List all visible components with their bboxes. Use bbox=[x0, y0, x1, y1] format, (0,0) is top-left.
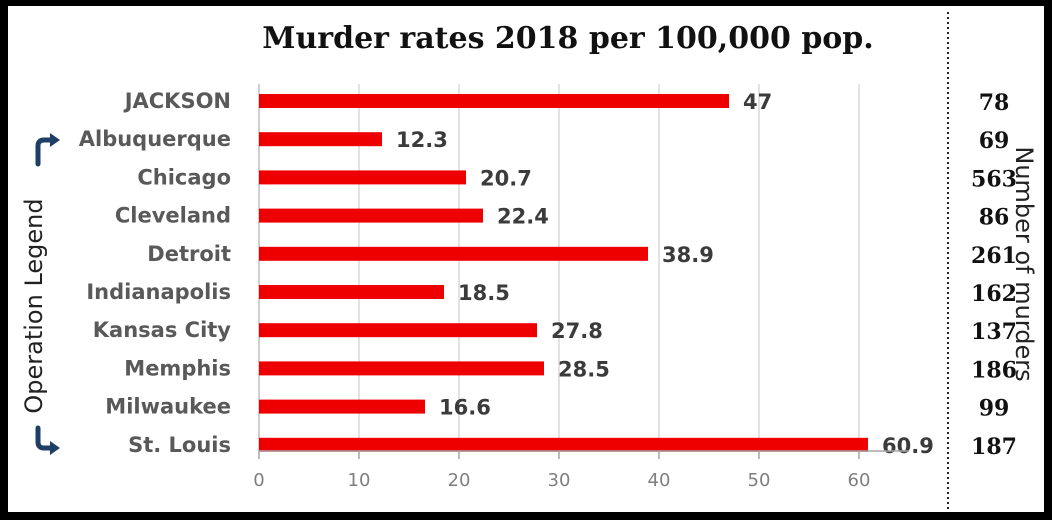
bar bbox=[259, 437, 868, 452]
arrow-up-right-icon bbox=[35, 133, 60, 167]
chart-title: Murder rates 2018 per 100,000 pop. bbox=[262, 21, 873, 56]
murder-count: 78 bbox=[979, 90, 1010, 116]
data-label: 16.6 bbox=[439, 396, 491, 420]
bar bbox=[259, 246, 648, 261]
category-label: Cleveland bbox=[115, 204, 231, 228]
category-label: Kansas City bbox=[93, 318, 232, 342]
data-label: 20.7 bbox=[480, 166, 532, 190]
x-tick-label: 20 bbox=[448, 470, 471, 491]
x-tick-label: 10 bbox=[348, 470, 371, 491]
x-tick-label: 40 bbox=[648, 470, 671, 491]
number-of-murders-label: Number of murders bbox=[1010, 146, 1038, 381]
data-label: 18.5 bbox=[458, 281, 510, 305]
data-label: 12.3 bbox=[396, 128, 448, 152]
murder-count: 137 bbox=[971, 319, 1017, 345]
category-label: Indianapolis bbox=[86, 280, 231, 304]
chart-panel: Murder rates 2018 per 100,000 pop. JACKS… bbox=[8, 6, 1044, 512]
category-labels: JACKSON Albuquerque Chicago Cleveland Detroi… bbox=[79, 89, 232, 457]
category-label: Memphis bbox=[124, 356, 231, 380]
category-label: Detroit bbox=[147, 242, 231, 266]
data-label: 27.8 bbox=[551, 319, 603, 343]
bar bbox=[259, 94, 729, 108]
bar bbox=[259, 170, 466, 185]
murder-count: 261 bbox=[971, 243, 1017, 269]
data-label: 28.5 bbox=[558, 357, 610, 381]
bar bbox=[259, 132, 382, 147]
category-label: Albuquerque bbox=[79, 127, 231, 151]
murder-count: 86 bbox=[979, 205, 1010, 231]
data-label: 38.9 bbox=[662, 243, 714, 267]
murder-rate-chart: Murder rates 2018 per 100,000 pop. JACKS… bbox=[20, 12, 1038, 512]
value-labels: 47 12.3 20.7 22.4 38.9 18.5 27.8 28.5 16.6 60.9 bbox=[396, 90, 934, 458]
data-label: 60.9 bbox=[882, 434, 934, 458]
category-label: JACKSON bbox=[123, 89, 231, 113]
bar bbox=[259, 208, 483, 223]
operation-legend-label: Operation Legend bbox=[20, 198, 48, 413]
murder-count: 162 bbox=[971, 281, 1017, 307]
bars bbox=[259, 94, 868, 452]
bar bbox=[259, 361, 544, 376]
x-tick-label: 50 bbox=[748, 470, 771, 491]
murder-count: 69 bbox=[979, 128, 1010, 154]
category-label: Milwaukee bbox=[105, 395, 231, 419]
data-label: 47 bbox=[743, 90, 772, 114]
murder-count: 187 bbox=[971, 434, 1017, 460]
data-label: 22.4 bbox=[497, 205, 549, 229]
x-tick-label: 60 bbox=[848, 470, 871, 491]
x-tick-label: 0 bbox=[253, 470, 264, 491]
x-axis-ticks: 0 10 20 30 40 50 60 bbox=[253, 450, 909, 491]
murder-count: 186 bbox=[971, 357, 1017, 383]
arrow-down-right-icon bbox=[35, 425, 60, 455]
murder-count: 99 bbox=[979, 396, 1010, 422]
category-label: St. Louis bbox=[128, 433, 231, 457]
bar bbox=[259, 323, 537, 338]
bar bbox=[259, 285, 444, 299]
bar bbox=[259, 399, 425, 414]
murder-count-column: 78 69 563 86 261 162 137 186 99 187 bbox=[971, 90, 1017, 460]
x-tick-label: 30 bbox=[548, 470, 571, 491]
murder-count: 563 bbox=[971, 166, 1017, 192]
category-label: Chicago bbox=[137, 165, 231, 189]
